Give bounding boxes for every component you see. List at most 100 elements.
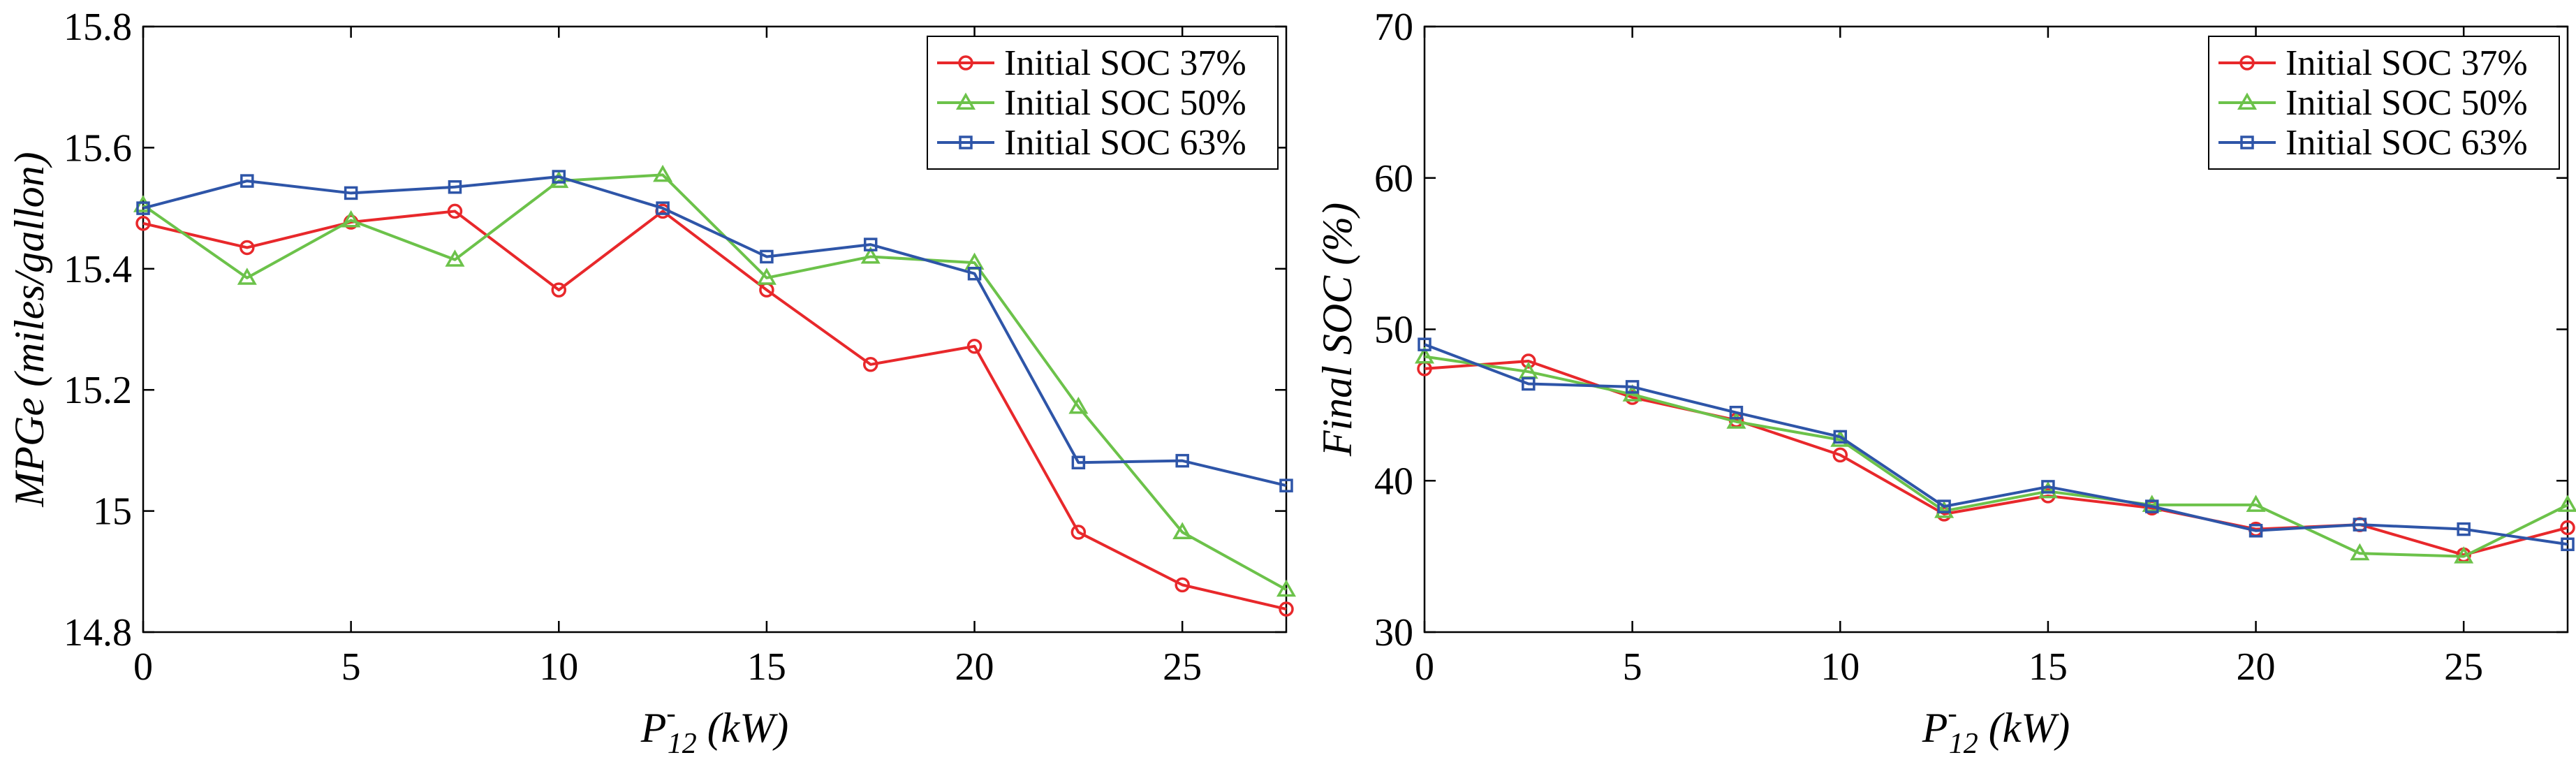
chart-2-series-3-point (1833, 430, 1848, 444)
chart-1-xtick-label: 10 (539, 645, 578, 689)
chart-1-series-3-point (760, 249, 774, 264)
chart-1-series-2-point (653, 164, 673, 182)
chart-1-series-3 (136, 170, 1293, 492)
chart-1-ytick-label: 14.8 (64, 611, 132, 654)
chart-1-series-2-point (1172, 522, 1193, 539)
chart-1-plot-frame (142, 25, 1288, 634)
chart-1-series-3-point (656, 201, 670, 215)
chart-2-ytick-label: 50 (1374, 309, 1413, 352)
chart-1-series-3-point (344, 186, 358, 200)
chart-1-series-2-point (1276, 579, 1297, 597)
chart-2-series-3-point (1418, 337, 1431, 351)
chart-1-series-1-point (966, 339, 982, 354)
chart-2-ytick-label: 70 (1374, 6, 1413, 49)
chart-1-legend-marker (955, 92, 976, 110)
chart-2-series-3-point (1625, 380, 1640, 394)
chart-1-series-1 (135, 203, 1294, 617)
chart-2-xtick-label: 0 (1415, 645, 1434, 689)
chart-2-series-3-point (2041, 480, 2055, 494)
chart-1-legend-marker (958, 55, 973, 71)
chart-1-series-2-point (237, 268, 257, 285)
chart-1-y-axis-label: MPGe (miles/gallon) (6, 152, 52, 507)
chart-1-series-3-line (142, 175, 1287, 488)
chart-1-series-3-point (967, 266, 982, 281)
chart-2-legend-label: Initial SOC 37% (2286, 43, 2528, 83)
chart-1-legend-marker (959, 136, 973, 149)
chart-2-series-2-line (1424, 355, 2568, 558)
chart-1-series-1-point (1279, 601, 1294, 617)
chart-2-legend: Initial SOC 37%Initial SOC 50%Initial SO… (2208, 36, 2560, 170)
chart-2-ytick-label: 30 (1374, 611, 1413, 654)
chart-2-series-2-point (2557, 495, 2576, 512)
chart-1-ytick-label: 15.2 (64, 369, 132, 412)
chart-1-xtick-label: 20 (955, 645, 994, 689)
chart-1-series-2-point (445, 249, 465, 267)
chart-2-series-2-point (1414, 346, 1435, 364)
chart-1-xtick-label: 25 (1163, 645, 1202, 689)
chart-1-series-3-point (1175, 453, 1189, 468)
chart-1-series-1-point (135, 216, 151, 231)
chart-1-series-3-point (448, 180, 462, 194)
chart-2-series-1-point (2560, 520, 2575, 536)
chart-1-xtick-label: 5 (341, 645, 361, 689)
chart-1-series-1-point (551, 282, 567, 298)
chart-1-xtick-label: 0 (133, 645, 153, 689)
chart-1-series-3-point (552, 170, 566, 184)
chart-2-series-1-point (1521, 353, 1536, 369)
chart-2-series-2 (1414, 346, 2576, 564)
chart-2-x-axis-label: P-12 (kW) (1922, 697, 2070, 760)
chart-1-series-1-point (1175, 577, 1190, 593)
chart-1-series-2-line (142, 173, 1287, 592)
chart-2: 0 5 10 15 20 25 30 40 50 60 70 P-12 (kW) Final SOC (… (1314, 6, 2576, 760)
chart-2-series-3-point (2561, 537, 2575, 552)
chart-2-series-2-point (2142, 495, 2162, 512)
chart-1-ytick-label: 15.4 (64, 248, 132, 291)
chart-2-series-1-point (1832, 447, 1848, 463)
chart-1-legend-label: Initial SOC 50% (1004, 83, 1246, 123)
chart-2-xtick-label: 5 (1623, 645, 1642, 689)
chart-1-series-3-point (863, 237, 878, 251)
chart-2-series-2-point (1726, 411, 1746, 429)
chart-2-series-2-point (2038, 481, 2058, 499)
chart-1-series-2-point (860, 246, 881, 264)
chart-2-series-3-point (2353, 518, 2367, 532)
chart-2-xtick-label: 20 (2237, 645, 2276, 689)
chart-1-xtick-label: 15 (747, 645, 786, 689)
chart-1-series-2-point (341, 210, 361, 228)
chart-1-series-2-point (1068, 396, 1089, 414)
chart-1-series-3-point (240, 174, 254, 188)
chart-1-legend-label: Initial SOC 37% (1004, 43, 1246, 83)
chart-2-series-3-point (1937, 499, 1951, 513)
chart-1-series-3-point (1071, 455, 1086, 469)
chart-1-ytick-label: 15.8 (64, 6, 132, 49)
chart-2-legend-marker (2240, 136, 2254, 149)
chart-1-ytick-label: 15 (93, 490, 132, 534)
chart-1-series-2-point (133, 195, 154, 212)
chart-1-series-1-line (142, 210, 1287, 611)
chart-1-series-3-point (1279, 478, 1293, 492)
chart-1-series-1-point (862, 357, 878, 372)
chart-1-x-axis-label: P-12 (kW) (640, 697, 789, 760)
chart-2-series-2-point (2350, 543, 2370, 561)
chart-1-series-1-point (240, 240, 255, 256)
chart-1-series-1-point (1070, 525, 1087, 540)
chart-2-legend-label: Initial SOC 63% (2286, 123, 2528, 163)
chart-2-legend-label: Initial SOC 50% (2286, 83, 2528, 123)
chart-1-ytick-label: 15.6 (64, 126, 132, 170)
chart-2-y-axis-label: Final SOC (%) (1314, 203, 1360, 457)
chart-1-series-2-point (756, 268, 777, 285)
chart-1-legend: Initial SOC 37%Initial SOC 50%Initial SO… (927, 36, 1279, 170)
chart-2-legend-marker (2239, 55, 2255, 71)
chart-1-series-2-point (549, 170, 569, 189)
chart-2-xtick-label: 15 (2029, 645, 2068, 689)
chart-2-series-3-point (1729, 405, 1744, 420)
chart-1-legend-label: Initial SOC 63% (1004, 123, 1246, 163)
chart-2-series-2-point (2246, 495, 2266, 512)
chart-1-series-2 (133, 164, 1297, 597)
chart-2-series-2-point (2454, 546, 2474, 564)
chart-1-series-3-point (136, 201, 150, 215)
chart-2-ytick-label: 60 (1374, 157, 1413, 200)
chart-1-series-1-point (447, 203, 463, 219)
chart-2-series-3 (1418, 337, 2575, 552)
